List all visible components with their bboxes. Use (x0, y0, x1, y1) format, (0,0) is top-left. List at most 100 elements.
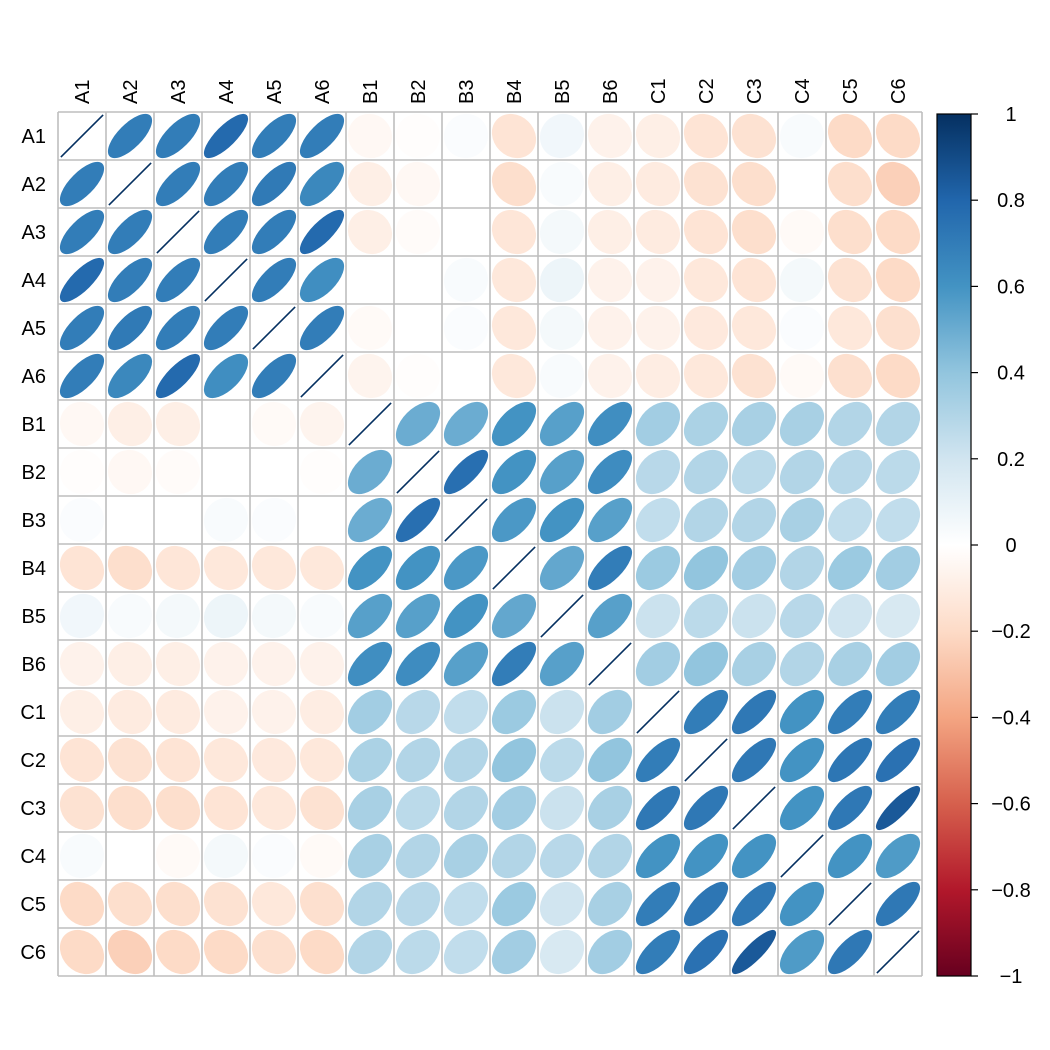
corr-cell-B4-C5 (827, 545, 873, 591)
corr-cell-A1-B6 (587, 113, 633, 159)
corr-cell-B4-A5 (251, 545, 297, 591)
corr-cell-A1-C6 (875, 113, 921, 159)
corr-cell-C5-A2 (107, 881, 153, 927)
corr-cell-C2-A4 (203, 737, 249, 783)
corr-cell-C5-C2 (683, 881, 729, 927)
row-label-C3: C3 (20, 798, 46, 820)
corr-cell-C2-A2 (107, 737, 153, 783)
corr-cell-B6-A4 (203, 641, 249, 687)
corr-cell-B2-A2 (107, 449, 153, 495)
row-label-B1: B1 (22, 414, 46, 436)
corr-cell-A4-B1 (347, 257, 393, 303)
corr-cell-C2-B1 (347, 737, 393, 783)
corr-cell-A4-C6 (875, 257, 921, 303)
corr-cell-C6-B6 (587, 929, 633, 975)
corr-cell-A2-C6 (875, 161, 921, 207)
corr-cell-C1-B1 (347, 689, 393, 735)
corr-cell-A2-C3 (731, 161, 777, 207)
corr-cell-A4-A1 (59, 257, 105, 303)
corr-cell-B1-C2 (683, 401, 729, 447)
corr-cell-C5-B1 (347, 881, 393, 927)
corr-cell-A5-C6 (875, 305, 921, 351)
column-label-A1: A1 (72, 80, 94, 104)
corr-cell-B4-B1 (347, 545, 393, 591)
corr-cell-A5-C4 (779, 305, 825, 351)
corr-cell-A4-C1 (635, 257, 681, 303)
diagonal-mark-C4 (780, 834, 824, 878)
corr-cell-C3-C6 (875, 785, 921, 831)
corr-cell-B3-B2 (395, 497, 441, 543)
corr-cell-C1-A5 (251, 689, 297, 735)
corr-cell-B2-B4 (491, 449, 537, 495)
corr-cell-C2-C6 (875, 737, 921, 783)
corr-cell-A2-B1 (347, 161, 393, 207)
corr-cell-C3-A6 (299, 785, 345, 831)
corr-cell-A6-B3 (443, 353, 489, 399)
corr-cell-B2-C2 (683, 449, 729, 495)
column-label-B2: B2 (408, 80, 430, 104)
corr-cell-C2-B5 (539, 737, 585, 783)
correlation-cells (59, 113, 921, 975)
corr-cell-C2-A5 (251, 737, 297, 783)
corr-cell-A2-B4 (491, 161, 537, 207)
corr-cell-B5-A5 (251, 593, 297, 639)
corr-cell-B6-B3 (443, 641, 489, 687)
corr-cell-B1-B2 (395, 401, 441, 447)
corr-cell-B2-A6 (299, 449, 345, 495)
corr-cell-B5-C6 (875, 593, 921, 639)
corr-cell-C6-C5 (827, 929, 873, 975)
corr-cell-C5-C4 (779, 881, 825, 927)
column-label-B4: B4 (504, 80, 526, 104)
corr-cell-A3-C5 (827, 209, 873, 255)
corr-cell-C4-B4 (491, 833, 537, 879)
row-label-B5: B5 (22, 606, 46, 628)
corr-cell-C4-A1 (59, 833, 105, 879)
column-label-B3: B3 (456, 80, 478, 104)
diagonal-mark-C3 (732, 786, 776, 830)
corr-cell-C1-C2 (683, 689, 729, 735)
corr-cell-C6-A5 (251, 929, 297, 975)
corr-cell-B3-C4 (779, 497, 825, 543)
corr-cell-B2-B6 (587, 449, 633, 495)
corr-cell-C2-C4 (779, 737, 825, 783)
corr-cell-B2-A1 (59, 449, 105, 495)
corr-cell-A4-B5 (539, 257, 585, 303)
corr-cell-B4-A6 (299, 545, 345, 591)
corr-cell-C3-B5 (539, 785, 585, 831)
corr-cell-A1-C3 (731, 113, 777, 159)
corr-cell-B1-C5 (827, 401, 873, 447)
corr-cell-A3-A6 (299, 209, 345, 255)
corr-cell-C3-A2 (107, 785, 153, 831)
corr-cell-C4-A5 (251, 833, 297, 879)
corr-cell-C1-C3 (731, 689, 777, 735)
corr-cell-B5-C1 (635, 593, 681, 639)
colorbar-tick-label: −0.8 (991, 880, 1030, 902)
corr-cell-B5-C5 (827, 593, 873, 639)
corr-cell-B6-B5 (539, 641, 585, 687)
corr-cell-B6-C6 (875, 641, 921, 687)
corr-cell-C6-C3 (731, 929, 777, 975)
colorbar-gradient (937, 114, 971, 976)
corr-cell-B1-A4 (203, 401, 249, 447)
corr-cell-A1-B5 (539, 113, 585, 159)
corr-cell-A5-A4 (203, 305, 249, 351)
column-labels: A1 A2 A3 A4 A5 A6 B1 B2 B3 B4 B5 B6 C1 C2 C3 C4 C5 C6 (72, 78, 910, 104)
corr-cell-C4-B1 (347, 833, 393, 879)
grid-lines (57, 111, 923, 977)
diagonal-mark-C1 (636, 690, 680, 734)
corr-cell-A4-A6 (299, 257, 345, 303)
corr-cell-A5-B6 (587, 305, 633, 351)
corr-cell-B6-B2 (395, 641, 441, 687)
corr-cell-A1-C5 (827, 113, 873, 159)
column-label-B6: B6 (600, 80, 622, 104)
column-label-C1: C1 (648, 78, 670, 104)
corr-cell-A6-B2 (395, 353, 441, 399)
corr-cell-C5-A6 (299, 881, 345, 927)
corr-cell-C1-A1 (59, 689, 105, 735)
corr-cell-B6-C1 (635, 641, 681, 687)
corr-cell-C6-B5 (539, 929, 585, 975)
corr-cell-C4-C5 (827, 833, 873, 879)
corr-cell-A2-C4 (779, 161, 825, 207)
corr-cell-A4-A2 (107, 257, 153, 303)
corr-cell-B3-C6 (875, 497, 921, 543)
